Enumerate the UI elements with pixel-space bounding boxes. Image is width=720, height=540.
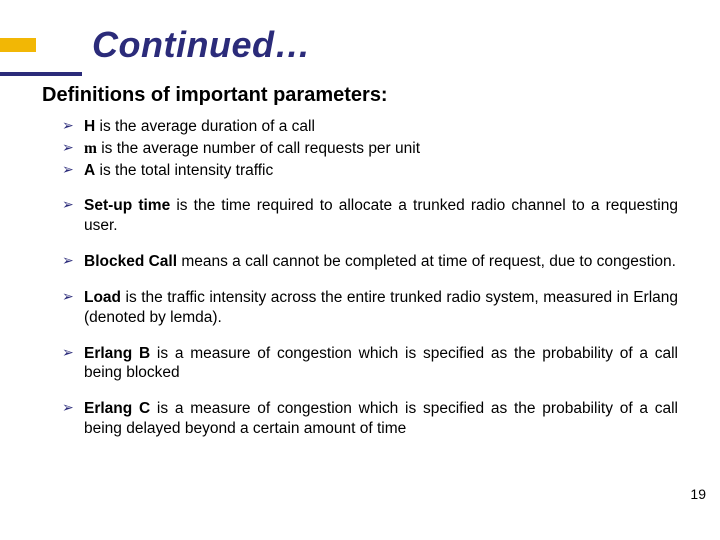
slide-content: Continued… Definitions of important para… <box>0 0 720 451</box>
term: Erlang B <box>84 345 150 362</box>
list-item: Erlang B is a measure of congestion whic… <box>62 344 678 384</box>
definition: is the average duration of a call <box>95 118 315 135</box>
definition: is the time required to allocate a trunk… <box>84 197 678 234</box>
term: Erlang C <box>84 400 150 417</box>
bullet-list: H is the average duration of a call m is… <box>62 117 678 439</box>
page-number: 19 <box>690 486 706 502</box>
term: Blocked Call <box>84 253 177 270</box>
accent-bar <box>0 38 36 52</box>
definition: is a measure of congestion which is spec… <box>84 345 678 382</box>
slide-title: Continued… <box>92 24 678 66</box>
term: Load <box>84 289 121 306</box>
definition: is the traffic intensity across the enti… <box>84 289 678 326</box>
term: m <box>84 140 97 157</box>
list-item: H is the average duration of a call <box>62 117 678 137</box>
list-item: Set-up time is the time required to allo… <box>62 196 678 236</box>
list-item: m is the average number of call requests… <box>62 139 678 159</box>
definition: is the average number of call requests p… <box>97 140 420 157</box>
term: H <box>84 118 95 135</box>
term: Set-up time <box>84 197 170 214</box>
list-item: A is the total intensity traffic <box>62 161 678 181</box>
definition: is a measure of congestion which is spec… <box>84 400 678 437</box>
list-item: Erlang C is a measure of congestion whic… <box>62 399 678 439</box>
term: A <box>84 162 95 179</box>
definition: is the total intensity traffic <box>95 162 273 179</box>
list-item: Blocked Call means a call cannot be comp… <box>62 252 678 272</box>
title-underline <box>0 72 82 76</box>
list-item: Load is the traffic intensity across the… <box>62 288 678 328</box>
definition: means a call cannot be completed at time… <box>177 253 676 270</box>
subheading: Definitions of important parameters: <box>42 84 678 107</box>
